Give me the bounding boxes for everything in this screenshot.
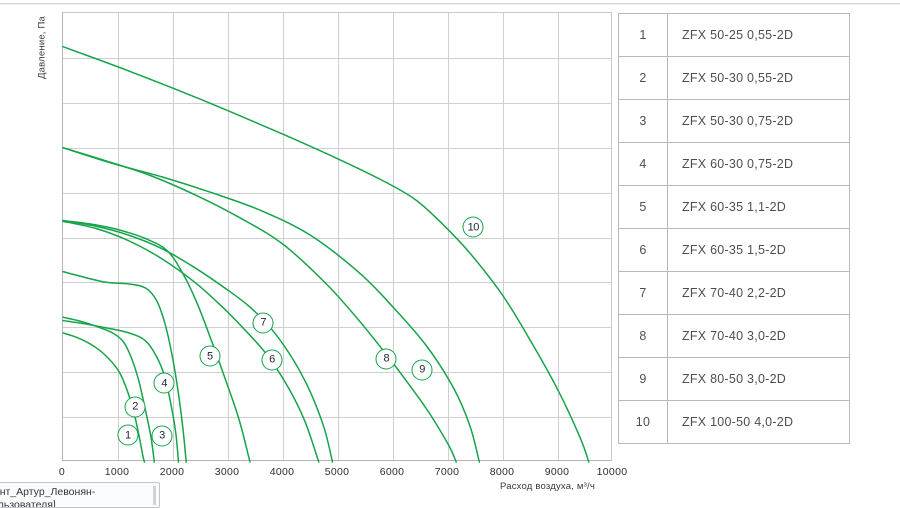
grid-line-horizontal — [63, 372, 611, 374]
legend-row-model: ZFX 100-50 4,0-2D — [667, 400, 850, 444]
plot-area: 1 2 3 4 5 6 7 8 9 10 — [62, 12, 612, 463]
curve-5 — [62, 219, 251, 463]
curve-marker-7[interactable]: 7 — [252, 312, 274, 334]
x-tick-label: 3000 — [214, 466, 240, 478]
curve-layer — [62, 45, 590, 463]
curve-marker-3[interactable]: 3 — [151, 425, 173, 446]
curve-marker-8[interactable]: 8 — [375, 348, 397, 370]
legend-row-number: 1 — [618, 13, 668, 57]
curve-6 — [62, 220, 320, 463]
x-tick-label: 2000 — [159, 466, 185, 478]
curve-marker-2[interactable]: 2 — [124, 396, 146, 418]
curve-10 — [62, 45, 590, 463]
curve-marker-10[interactable]: 10 — [462, 216, 484, 238]
chip-line-1: ром-вент_Артур_Левонян- — [0, 486, 96, 498]
curve-marker-5[interactable]: 5 — [199, 345, 221, 367]
legend-row-number: 5 — [618, 185, 668, 229]
grid-line-vertical — [503, 13, 504, 460]
table-row: 2 ZFX 50-30 0,55-2D — [618, 56, 850, 100]
curve-marker-4[interactable]: 4 — [153, 372, 175, 394]
x-tick-label: 1000 — [104, 466, 130, 478]
grid-line-horizontal — [63, 102, 611, 104]
legend-row-model: ZFX 50-25 0,55-2D — [667, 13, 850, 57]
x-tick-label: 10000 — [596, 466, 628, 478]
chip-grip-handle[interactable] — [153, 486, 156, 505]
legend-row-model: ZFX 60-30 0,75-2D — [667, 142, 850, 186]
table-row: 10 ZFX 100-50 4,0-2D — [618, 400, 850, 444]
y-axis-label: Давление, Па — [36, 16, 48, 79]
legend-row-number: 6 — [618, 228, 668, 272]
grid-line-vertical — [283, 13, 284, 460]
grid-line-vertical — [338, 13, 339, 460]
x-tick-label: 6000 — [379, 466, 405, 478]
x-tick-label: 0 — [58, 466, 66, 478]
grid-line-horizontal — [63, 282, 611, 284]
curve-8 — [62, 146, 457, 463]
table-row: 5 ZFX 60-35 1,1-2D — [618, 185, 850, 229]
grid-line-horizontal — [63, 237, 611, 239]
fan-performance-chart: Давление, Па Расход воздуха, м³/ч 200400… — [36, 12, 627, 492]
legend-row-number: 9 — [618, 357, 668, 401]
grid-line-vertical — [558, 13, 559, 460]
table-row: 4 ZFX 60-30 0,75-2D — [618, 142, 850, 186]
grid-line-vertical — [393, 13, 394, 460]
x-axis-label: Расход воздуха, м³/ч — [500, 481, 596, 492]
table-row: 8 ZFX 70-40 3,0-2D — [618, 314, 850, 358]
grid-line-horizontal — [63, 327, 611, 329]
grid-line-horizontal — [63, 192, 611, 194]
grid-line-horizontal — [63, 417, 611, 419]
chip-line-2: ние пользователя] — [0, 499, 56, 508]
legend-row-model: ZFX 60-35 1,5-2D — [667, 228, 850, 272]
legend-row-number: 2 — [618, 56, 668, 100]
document-name-chip[interactable]: ром-вент_Артур_Левонян- ние пользователя… — [0, 482, 160, 508]
x-tick-label: 5000 — [324, 466, 350, 478]
curve-3 — [62, 319, 180, 463]
table-row: 9 ZFX 80-50 3,0-2D — [618, 357, 850, 401]
grid-line-vertical — [228, 13, 229, 460]
legend-row-model: ZFX 50-30 0,75-2D — [667, 99, 850, 143]
grid-line-horizontal — [63, 147, 611, 149]
legend-row-number: 8 — [618, 314, 668, 358]
curve-7 — [62, 219, 334, 463]
legend-row-model: ZFX 60-35 1,1-2D — [667, 185, 850, 229]
table-row: 3 ZFX 50-30 0,75-2D — [618, 99, 850, 143]
legend-row-model: ZFX 50-30 0,55-2D — [667, 56, 850, 100]
grid-line-vertical — [173, 13, 174, 460]
legend-row-model: ZFX 70-40 2,2-2D — [667, 271, 850, 315]
curve-2 — [62, 316, 156, 463]
curve-9 — [62, 146, 481, 463]
curve-marker-6[interactable]: 6 — [261, 349, 283, 371]
table-row: 6 ZFX 60-35 1,5-2D — [618, 228, 850, 272]
top-divider — [0, 3, 900, 4]
curve-1 — [62, 332, 146, 463]
model-legend-table: 1 ZFX 50-25 0,55-2D 2 ZFX 50-30 0,55-2D 3 ZFX… — [618, 13, 850, 444]
legend-row-number: 4 — [618, 142, 668, 186]
x-tick-label: 4000 — [269, 466, 295, 478]
grid-line-horizontal — [63, 57, 611, 59]
legend-row-number: 7 — [618, 271, 668, 315]
legend-row-number: 10 — [618, 400, 668, 444]
legend-row-model: ZFX 70-40 3,0-2D — [667, 314, 850, 358]
grid-line-vertical — [448, 13, 449, 460]
x-tick-label: 8000 — [489, 466, 515, 478]
curve-marker-1[interactable]: 1 — [117, 424, 139, 446]
x-tick-label: 7000 — [434, 466, 460, 478]
curve-marker-9[interactable]: 9 — [411, 359, 433, 381]
legend-row-model: ZFX 80-50 3,0-2D — [667, 357, 850, 401]
x-tick-label: 9000 — [544, 466, 570, 478]
table-row: 1 ZFX 50-25 0,55-2D — [618, 13, 850, 57]
top-divider-shadow — [0, 4, 900, 5]
legend-row-number: 3 — [618, 99, 668, 143]
table-row: 7 ZFX 70-40 2,2-2D — [618, 271, 850, 315]
curve-4 — [62, 270, 187, 463]
